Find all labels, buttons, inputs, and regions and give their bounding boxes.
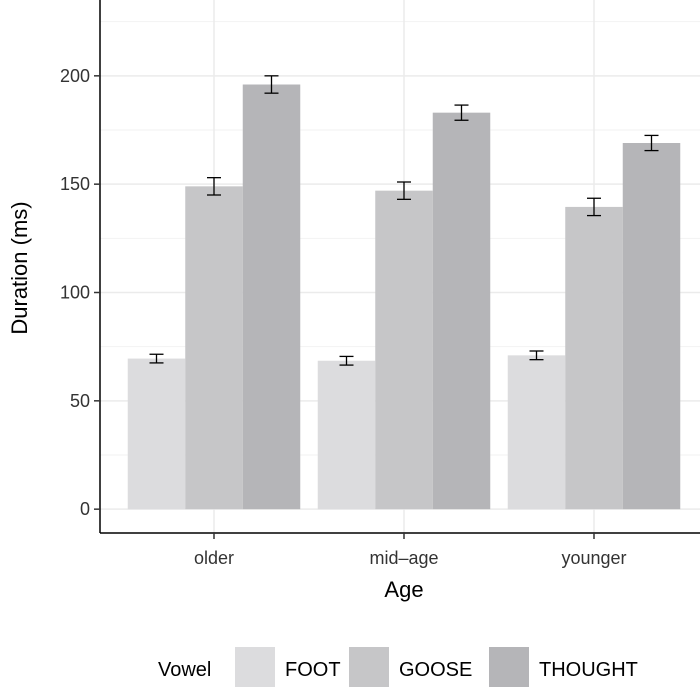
y-tick-label: 100 bbox=[60, 283, 90, 303]
legend-label-thought: THOUGHT bbox=[539, 659, 638, 681]
y-tick-label: 0 bbox=[80, 499, 90, 519]
legend-label-goose: GOOSE bbox=[399, 659, 472, 681]
legend-label-foot: FOOT bbox=[285, 659, 341, 681]
bars bbox=[127, 84, 681, 510]
bar-goose bbox=[185, 186, 243, 510]
legend-key-foot bbox=[235, 647, 275, 687]
x-tick-label: mid–age bbox=[369, 548, 438, 568]
legend: Vowel FOOT GOOSE THOUGHT bbox=[158, 647, 638, 687]
y-axis-ticks: 0 50 100 150 200 bbox=[60, 66, 100, 519]
y-tick-label: 150 bbox=[60, 174, 90, 194]
bar-foot bbox=[127, 358, 186, 510]
legend-key-goose bbox=[349, 647, 389, 687]
y-tick-label: 200 bbox=[60, 66, 90, 86]
bar-foot bbox=[317, 360, 376, 510]
y-tick-label: 50 bbox=[70, 391, 90, 411]
bar-goose bbox=[375, 190, 433, 510]
x-tick-label: younger bbox=[561, 548, 626, 568]
bar-goose bbox=[565, 206, 623, 510]
x-axis-title: Age bbox=[384, 577, 423, 602]
error-bars bbox=[149, 75, 659, 366]
bar-thought bbox=[242, 84, 301, 510]
y-axis-title: Duration (ms) bbox=[7, 201, 32, 334]
bar-foot bbox=[507, 355, 566, 510]
x-axis-ticks: older mid–age younger bbox=[194, 533, 627, 568]
legend-title: Vowel bbox=[158, 659, 211, 681]
bar-thought bbox=[622, 143, 681, 510]
axes bbox=[99, 0, 700, 534]
bar-thought bbox=[432, 112, 491, 510]
x-tick-label: older bbox=[194, 548, 234, 568]
legend-key-thought bbox=[489, 647, 529, 687]
